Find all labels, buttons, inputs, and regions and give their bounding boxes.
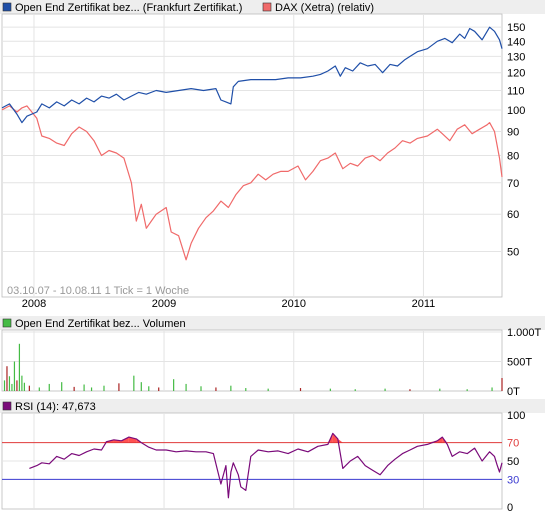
y-tick-label: 100 bbox=[507, 105, 525, 117]
volume-bar bbox=[103, 385, 105, 391]
rsi-overbought-fill bbox=[337, 438, 343, 443]
volume-bar bbox=[329, 388, 331, 391]
y-tick-label: 50 bbox=[507, 246, 519, 258]
volume-bar bbox=[158, 387, 160, 391]
y-tick-label: 120 bbox=[507, 68, 525, 80]
volume-bar bbox=[230, 385, 232, 391]
volume-y-tick-label: 500T bbox=[507, 357, 532, 369]
volume-bar bbox=[245, 388, 247, 391]
volume-bar bbox=[133, 375, 135, 391]
volume-bar bbox=[8, 376, 11, 391]
legend-label-rsi: RSI (14): 47,673 bbox=[15, 401, 96, 413]
volume-bar bbox=[200, 386, 202, 391]
legend-label-dax: DAX (Xetra) (relativ) bbox=[275, 2, 374, 14]
volume-bar bbox=[185, 383, 187, 391]
x-tick-label: 2009 bbox=[152, 298, 176, 310]
volume-bar bbox=[384, 388, 386, 391]
volume-y-tick-label: 1.000T bbox=[507, 327, 542, 339]
x-tick-label: 2011 bbox=[412, 298, 436, 310]
volume-bar bbox=[148, 386, 150, 391]
y-tick-label: 130 bbox=[507, 51, 525, 63]
series-line-dax bbox=[1, 105, 503, 261]
volume-bar bbox=[16, 380, 18, 391]
volume-panel: 1.000T 500T 0T bbox=[1, 327, 542, 398]
volume-bar bbox=[409, 389, 411, 391]
legend-bar-price bbox=[0, 0, 545, 14]
rsi-overbought-fill bbox=[128, 437, 137, 443]
legend-swatch-volume bbox=[2, 318, 12, 328]
volume-bar bbox=[90, 387, 93, 391]
x-tick-label: 2010 bbox=[282, 298, 306, 310]
legend-swatch-rsi bbox=[2, 401, 12, 411]
volume-bar bbox=[491, 387, 493, 391]
volume-bar bbox=[28, 385, 30, 391]
y-tick-label: 80 bbox=[507, 151, 519, 163]
legend-swatch-certificate bbox=[2, 2, 12, 12]
volume-bar bbox=[173, 379, 175, 391]
rsi-y-tick-label: 50 bbox=[507, 456, 519, 468]
volume-bar bbox=[118, 383, 120, 391]
y-tick-label: 140 bbox=[507, 36, 525, 48]
volume-bar bbox=[61, 382, 63, 391]
volume-bar bbox=[215, 387, 217, 391]
volume-bar bbox=[11, 383, 13, 391]
y-tick-label: 70 bbox=[507, 178, 519, 190]
rsi-y-tick-label: 100 bbox=[507, 410, 525, 422]
y-tick-label: 150 bbox=[507, 22, 525, 34]
y-tick-label: 90 bbox=[507, 126, 519, 138]
volume-bar bbox=[140, 382, 142, 391]
rsi-y-tick-label: 30 bbox=[507, 474, 519, 486]
rsi-panel: 100 70 50 30 0 bbox=[1, 410, 525, 514]
volume-y-tick-label: 0T bbox=[507, 386, 520, 398]
rsi-y-tick-label: 70 bbox=[507, 438, 519, 450]
volume-plot-frame bbox=[1, 329, 503, 392]
volume-bar bbox=[83, 384, 85, 391]
volume-bar bbox=[73, 386, 75, 391]
volume-bar bbox=[267, 388, 269, 391]
volume-bar bbox=[18, 343, 21, 391]
volume-bar bbox=[299, 388, 302, 391]
legend-label-certificate: Open End Zertifikat bez... (Frankfurt Ze… bbox=[15, 2, 242, 14]
volume-bar bbox=[501, 378, 503, 391]
volume-bar bbox=[354, 389, 356, 391]
volume-bar bbox=[23, 382, 25, 391]
volume-bar bbox=[6, 366, 8, 391]
volume-bar bbox=[466, 389, 468, 391]
volume-bar bbox=[439, 388, 441, 391]
series-line-rsi bbox=[29, 432, 503, 499]
info-text: 03.10.07 - 10.08.11 1 Tick = 1 Woche bbox=[7, 285, 189, 297]
y-tick-label: 110 bbox=[507, 85, 525, 97]
legend-bar-volume bbox=[0, 316, 545, 330]
volume-bar bbox=[48, 383, 50, 391]
y-tick-label: 60 bbox=[507, 209, 519, 221]
legend-label-volume: Open End Zertifikat bez... Volumen bbox=[15, 318, 186, 330]
price-panel: 150 140 130 120 110 100 90 80 70 60 50 03.10.07 - … bbox=[1, 13, 525, 298]
volume-bar bbox=[13, 361, 16, 391]
x-tick-label: 2008 bbox=[22, 298, 46, 310]
legend-bar-rsi bbox=[0, 399, 545, 413]
volume-bar bbox=[38, 387, 40, 391]
volume-bar bbox=[3, 380, 6, 391]
volume-bar bbox=[21, 375, 23, 391]
rsi-y-tick-label: 0 bbox=[507, 502, 513, 514]
series-line-certificate bbox=[1, 26, 503, 124]
legend-swatch-dax bbox=[262, 2, 272, 12]
